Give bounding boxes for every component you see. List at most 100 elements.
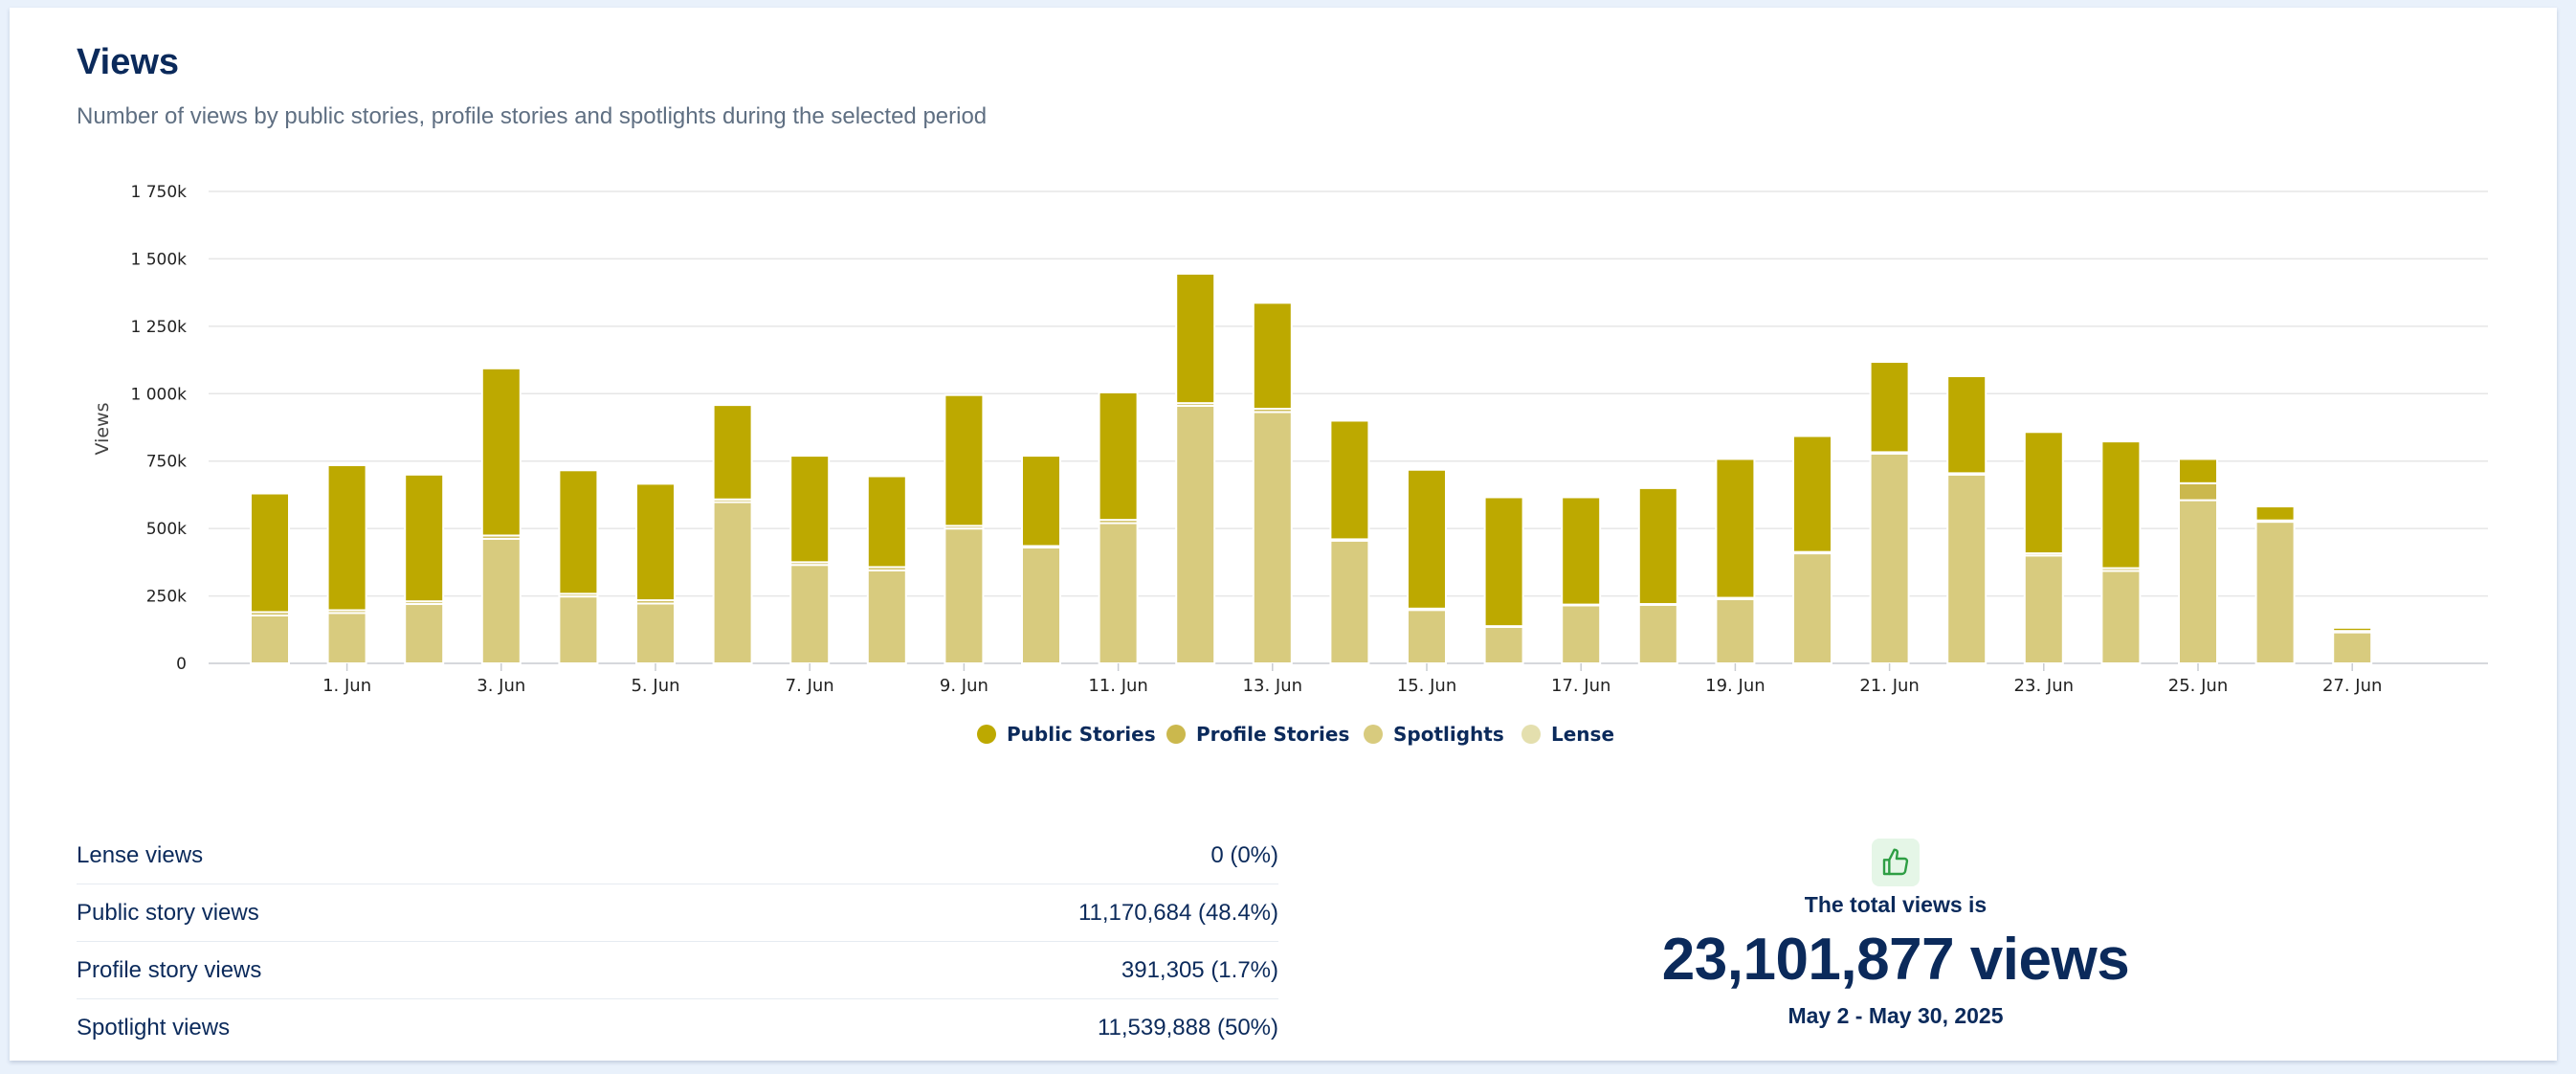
stat-row-lense: Lense views 0 (0%) <box>77 827 1278 884</box>
bar-segment[interactable] <box>2100 440 2142 570</box>
views-card: Views Number of views by public stories,… <box>10 8 2557 1061</box>
legend-swatch <box>1364 725 1383 744</box>
y-tick-label: 750k <box>146 453 187 472</box>
bar-segment[interactable] <box>1715 458 1756 599</box>
bar-segment[interactable] <box>1946 473 1988 664</box>
legend-label: Public Stories <box>1007 723 1156 746</box>
x-tick-label: 11. Jun <box>1088 676 1147 696</box>
bar-segment[interactable] <box>1407 609 1447 665</box>
bar-segment[interactable] <box>1021 455 1061 548</box>
bar-segment[interactable] <box>712 501 753 664</box>
bar-segment[interactable] <box>866 475 907 569</box>
bar-segment[interactable] <box>2023 554 2064 664</box>
x-tick-label: 25. Jun <box>2168 676 2228 696</box>
bar-segment[interactable] <box>635 602 676 664</box>
bar-segment[interactable] <box>1792 552 1832 664</box>
bar-segment[interactable] <box>2332 626 2373 633</box>
bar-segment[interactable] <box>1946 374 1988 475</box>
bar-segment[interactable] <box>2254 521 2296 664</box>
bar-segment[interactable] <box>2178 499 2218 665</box>
bar-segment[interactable] <box>944 527 985 665</box>
stats-list: Lense views 0 (0%) Public story views 11… <box>77 827 1278 1056</box>
bar-segment[interactable] <box>2178 458 2218 484</box>
bar-segment[interactable] <box>250 614 290 664</box>
y-tick-label: 500k <box>146 520 187 539</box>
y-tick-label: 250k <box>146 588 187 607</box>
y-tick-label: 1 750k <box>130 183 187 202</box>
y-tick-label: 1 000k <box>130 385 187 404</box>
chart-bars <box>250 272 2373 665</box>
bar-segment[interactable] <box>944 393 985 527</box>
bar-segment[interactable] <box>480 367 522 537</box>
y-axis: 0 250k 500k 750k 1 000k 1 250k 1 500k 1 750k <box>130 183 187 674</box>
legend-item[interactable]: Spotlights <box>1364 723 1504 746</box>
bar-segment[interactable] <box>1021 546 1061 664</box>
stat-row-profile-story: Profile story views 391,305 (1.7%) <box>77 942 1278 999</box>
bar-segment[interactable] <box>2178 481 2218 502</box>
bar-segment[interactable] <box>1715 597 1756 665</box>
stat-label: Spotlight views <box>77 1014 231 1040</box>
stat-value: 11,170,684 (48.4%) <box>1077 899 1278 926</box>
bar-segment[interactable] <box>1483 625 1524 664</box>
bar-segment[interactable] <box>789 455 831 564</box>
bar-segment[interactable] <box>404 473 445 603</box>
stat-label: Public story views <box>77 899 259 926</box>
bar-segment[interactable] <box>2023 431 2064 555</box>
bar-segment[interactable] <box>1252 411 1293 664</box>
total-views-panel: The total views is 23,101,877 views May … <box>1422 839 2369 1029</box>
bar-segment[interactable] <box>1637 603 1678 664</box>
legend-item[interactable]: Public Stories <box>977 723 1156 746</box>
bar-segment[interactable] <box>326 463 367 612</box>
legend-swatch <box>977 725 996 744</box>
bar-segment[interactable] <box>1561 604 1602 665</box>
legend-swatch <box>1166 725 1186 744</box>
legend-item[interactable]: Lense <box>1521 723 1614 746</box>
bar-segment[interactable] <box>866 569 907 665</box>
x-tick-label: 15. Jun <box>1397 676 1456 696</box>
bar-segment[interactable] <box>558 469 599 595</box>
bar-segment[interactable] <box>1252 302 1293 411</box>
legend-swatch <box>1521 725 1541 744</box>
bar-segment[interactable] <box>635 482 676 602</box>
total-label: The total views is <box>1804 892 1988 917</box>
bar-segment[interactable] <box>1637 486 1678 606</box>
bar-segment[interactable] <box>250 492 290 614</box>
bar-segment[interactable] <box>404 603 445 664</box>
bar-segment[interactable] <box>2254 505 2296 522</box>
x-tick-label: 5. Jun <box>631 676 679 696</box>
bar-segment[interactable] <box>1098 391 1139 522</box>
x-tick-label: 21. Jun <box>1859 676 1919 696</box>
bar-segment[interactable] <box>1407 468 1447 610</box>
x-tick-label: 3. Jun <box>477 676 525 696</box>
bar-segment[interactable] <box>1561 496 1602 606</box>
bar-segment[interactable] <box>712 404 753 501</box>
bar-segment[interactable] <box>1869 452 1910 665</box>
bar-segment[interactable] <box>1329 419 1370 541</box>
bar-segment[interactable] <box>558 595 599 664</box>
x-tick-label: 27. Jun <box>2322 676 2382 696</box>
stat-label: Lense views <box>77 841 204 868</box>
total-value: 23,101,877 views <box>1661 927 2130 993</box>
bar-segment[interactable] <box>1098 522 1139 664</box>
bar-segment[interactable] <box>1869 361 1910 454</box>
page-subtitle: Number of views by public stories, profi… <box>77 103 988 129</box>
stat-label: Profile story views <box>77 956 262 983</box>
legend-label: Lense <box>1551 723 1614 746</box>
legend-item[interactable]: Profile Stories <box>1166 723 1349 746</box>
y-tick-label: 0 <box>176 655 187 674</box>
bar-segment[interactable] <box>2332 631 2373 664</box>
bar-segment[interactable] <box>1175 404 1216 664</box>
bar-segment[interactable] <box>1792 435 1832 553</box>
chart-legend: Public Stories Profile Stories Spotlights L… <box>977 723 1614 746</box>
bar-segment[interactable] <box>1483 496 1524 628</box>
bar-segment[interactable] <box>326 612 367 665</box>
bar-segment[interactable] <box>1175 272 1216 405</box>
views-chart: 0 250k 500k 750k 1 000k 1 250k 1 500k 1 750k Vi… <box>92 183 2488 746</box>
bar-segment[interactable] <box>480 537 522 665</box>
page-title: Views <box>77 42 180 82</box>
stat-row-public-story: Public story views 11,170,684 (48.4%) <box>77 884 1278 942</box>
bar-segment[interactable] <box>1329 539 1370 664</box>
bar-segment[interactable] <box>789 564 831 664</box>
bar-segment[interactable] <box>2100 570 2142 665</box>
stat-value: 11,539,888 (50%) <box>1097 1014 1278 1040</box>
